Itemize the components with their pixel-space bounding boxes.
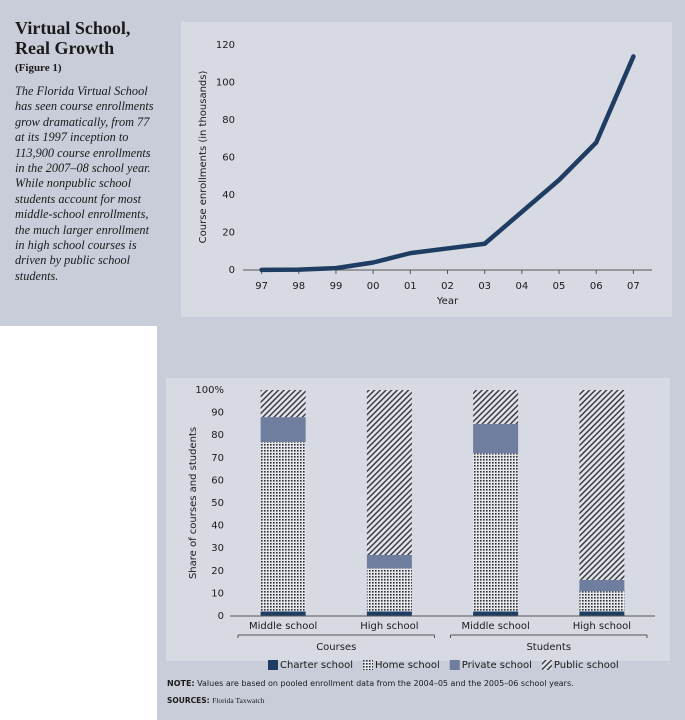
x-tick-label: 05: [553, 281, 566, 292]
legend-label: Charter school: [280, 660, 353, 671]
y-tick-label: 120: [216, 40, 235, 51]
legend-label: Private school: [462, 660, 532, 671]
x-tick-label: 03: [478, 281, 491, 292]
bar-segment: [260, 611, 306, 616]
figure-label: (Figure 1): [15, 62, 62, 74]
x-tick-label: Middle school: [461, 621, 529, 632]
bar-segment: [366, 568, 412, 612]
note-label: NOTE:: [167, 679, 195, 688]
blank-area: [0, 326, 157, 720]
bar-segment: [579, 390, 625, 580]
sidebar: Virtual School, Real Growth (Figure 1) T…: [15, 18, 160, 284]
x-axis-label: Year: [436, 296, 459, 307]
bar-segment: [366, 611, 412, 616]
y-tick-label: 100: [216, 78, 235, 89]
y-tick-label: 60: [222, 153, 235, 164]
y-tick-label: 40: [222, 190, 235, 201]
bar-segment: [260, 390, 306, 418]
bar-segment: [260, 441, 306, 612]
bar-segment: [366, 390, 412, 555]
y-tick-label: 20: [222, 228, 235, 239]
bar-segment: [579, 611, 625, 616]
group-label: Courses: [316, 642, 356, 653]
y-tick-label: 30: [211, 543, 224, 554]
legend-swatch: [449, 660, 460, 670]
group-label: Students: [526, 642, 571, 653]
sources-text: Florida Taxwatch: [212, 696, 265, 705]
bar-segment: [579, 591, 625, 612]
note: NOTE: Values are based on pooled enrollm…: [167, 679, 574, 688]
y-tick-label: 0: [229, 265, 235, 276]
x-tick-label: 98: [292, 281, 305, 292]
y-axis-label: Course enrollments (in thousands): [198, 71, 209, 244]
y-axis-label: Share of courses and students: [188, 427, 199, 579]
bar-segment: [473, 423, 519, 454]
legend-label: Public school: [554, 660, 619, 671]
y-tick-label: 80: [222, 115, 235, 126]
y-tick-label: 70: [211, 453, 224, 464]
legend-swatch: [268, 660, 278, 670]
bar-segment: [473, 453, 519, 612]
sidebar-text: The Florida Virtual School has seen cour…: [15, 84, 154, 283]
legend-swatch: [541, 660, 552, 670]
y-tick-label: 90: [211, 408, 224, 419]
x-tick-label: 06: [590, 281, 603, 292]
line: [259, 54, 636, 273]
x-tick-label: 99: [330, 281, 343, 292]
y-tick-label: 60: [211, 475, 224, 486]
x-tick-label: 04: [515, 281, 528, 292]
y-tick-label: 80: [211, 430, 224, 441]
legend-label: Home school: [375, 660, 440, 671]
y-tick-label: 0: [218, 611, 224, 622]
y-tick-label: 10: [211, 588, 224, 599]
line-panel: [181, 22, 672, 317]
bar-segment: [260, 417, 306, 442]
legend-swatch: [362, 660, 373, 670]
y-tick-label: 40: [211, 521, 224, 532]
sources-label: SOURCES:: [167, 696, 210, 705]
x-tick-label: Middle school: [249, 621, 317, 632]
bar-segment: [366, 554, 412, 569]
y-tick-label: 20: [211, 566, 224, 577]
x-tick-label: 02: [441, 281, 454, 292]
x-tick-label: 00: [367, 281, 380, 292]
bar-segment: [579, 579, 625, 592]
x-tick-label: High school: [360, 621, 418, 632]
x-tick-label: 97: [255, 281, 268, 292]
y-tick-label: 50: [211, 498, 224, 509]
bar-segment: [473, 390, 519, 424]
bar-segment: [473, 611, 519, 616]
sidebar-title: Virtual School, Real Growth: [15, 18, 131, 58]
x-tick-label: High school: [573, 621, 631, 632]
y-tick-label: 100%: [195, 385, 224, 396]
x-tick-label: 07: [627, 281, 640, 292]
x-tick-label: 01: [404, 281, 417, 292]
note-text: Values are based on pooled enrollment da…: [197, 679, 574, 688]
sources: SOURCES: Florida Taxwatch: [167, 696, 265, 705]
